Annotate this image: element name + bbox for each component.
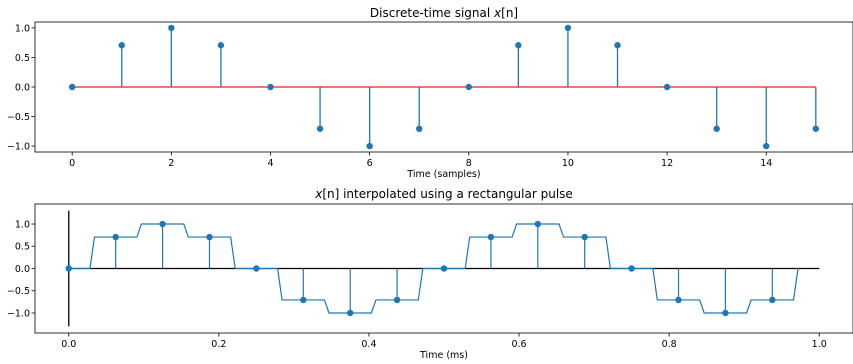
bottom-stem-marker bbox=[769, 296, 776, 304]
top-stem-marker bbox=[614, 42, 621, 49]
top-stem-marker bbox=[713, 125, 720, 132]
bottom-stem-marker bbox=[722, 309, 729, 317]
bottom-stem-marker bbox=[440, 265, 448, 272]
bottom-y-tick-label: −1.0 bbox=[7, 308, 30, 319]
top-y-tick-label: −1.0 bbox=[7, 141, 30, 152]
top-y-tick-label: 0.0 bbox=[15, 82, 30, 93]
top-x-tick-label: 0 bbox=[69, 158, 75, 169]
top-stem-marker bbox=[564, 24, 572, 32]
top-stem-marker bbox=[316, 125, 324, 132]
top-x-tick-label: 10 bbox=[562, 158, 574, 169]
top-x-ticks: 0 2 4 6 8 10 12 14 bbox=[69, 152, 772, 169]
top-y-tick-label: −0.5 bbox=[7, 112, 30, 123]
top-stem-marker bbox=[118, 42, 125, 49]
top-y-ticks: 1.0 0.5 0.0 −0.5 −1.0 bbox=[7, 23, 35, 152]
top-x-tick-label: 4 bbox=[267, 158, 273, 169]
bottom-stem-marker bbox=[206, 233, 213, 241]
bottom-stem-marker bbox=[65, 265, 72, 272]
bottom-y-tick-label: −0.5 bbox=[7, 286, 30, 297]
bottom-x-tick-label: 0.2 bbox=[211, 339, 226, 350]
bottom-stem-marker bbox=[112, 233, 119, 241]
top-stem-marker bbox=[763, 142, 770, 150]
bottom-x-tick-label: 1.0 bbox=[812, 339, 827, 350]
top-x-tick-label: 2 bbox=[168, 158, 174, 169]
bottom-x-tick-label: 0.4 bbox=[361, 339, 376, 350]
bottom-x-tick-label: 0.6 bbox=[511, 339, 526, 350]
bottom-y-tick-label: 0.5 bbox=[15, 242, 30, 253]
bottom-stem-marker bbox=[675, 296, 682, 304]
top-x-tick-label: 12 bbox=[661, 158, 673, 169]
bottom-stem-marker bbox=[159, 220, 166, 228]
top-y-tick-label: 0.5 bbox=[15, 53, 30, 64]
top-stem-marker bbox=[812, 125, 820, 132]
bottom-y-ticks: 1.0 0.5 0.0 −0.5 −1.0 bbox=[7, 219, 35, 319]
top-title: Discrete-time signal x[n] bbox=[370, 6, 518, 20]
bottom-subplot: x[n] interpolated using a rectangular pu… bbox=[7, 187, 853, 361]
top-stem-marker bbox=[168, 24, 175, 32]
bottom-stem-marker bbox=[628, 265, 635, 272]
top-x-tick-label: 6 bbox=[367, 158, 373, 169]
top-x-tick-label: 14 bbox=[760, 158, 772, 169]
top-stem-marker bbox=[217, 42, 225, 49]
top-subplot: Discrete-time signal x[n] 0 2 4 6 8 10 12 14 1.… bbox=[7, 6, 853, 180]
bottom-x-ticks: 0.0 0.2 0.4 0.6 0.8 1.0 bbox=[61, 333, 827, 350]
top-stem-marker bbox=[267, 83, 274, 91]
bottom-y-tick-label: 1.0 bbox=[15, 219, 30, 230]
bottom-y-tick-label: 0.0 bbox=[15, 264, 30, 275]
bottom-x-label: Time (ms) bbox=[419, 350, 468, 360]
bottom-marks bbox=[65, 210, 820, 327]
top-marks bbox=[68, 24, 820, 150]
bottom-x-tick-label: 0.0 bbox=[61, 339, 76, 350]
bottom-stem-marker bbox=[581, 233, 588, 241]
top-y-tick-label: 1.0 bbox=[15, 23, 30, 34]
top-stem-marker bbox=[366, 142, 373, 150]
bottom-stem-marker bbox=[487, 233, 495, 241]
bottom-stem-marker bbox=[346, 309, 354, 317]
bottom-stem-marker bbox=[534, 220, 542, 228]
top-stem-marker bbox=[416, 125, 423, 132]
bottom-stem-marker bbox=[253, 265, 260, 272]
bottom-title: x[n] interpolated using a rectangular pu… bbox=[314, 187, 573, 201]
bottom-x-tick-label: 0.8 bbox=[662, 339, 677, 350]
top-stem-marker bbox=[465, 83, 472, 91]
bottom-stem-marker bbox=[300, 296, 307, 304]
top-stem-marker bbox=[68, 83, 76, 91]
top-x-label: Time (samples) bbox=[406, 169, 480, 180]
bottom-stem-marker bbox=[393, 296, 401, 304]
top-stem-marker bbox=[515, 42, 522, 49]
top-stem-marker bbox=[663, 83, 671, 91]
top-x-tick-label: 8 bbox=[466, 158, 472, 169]
